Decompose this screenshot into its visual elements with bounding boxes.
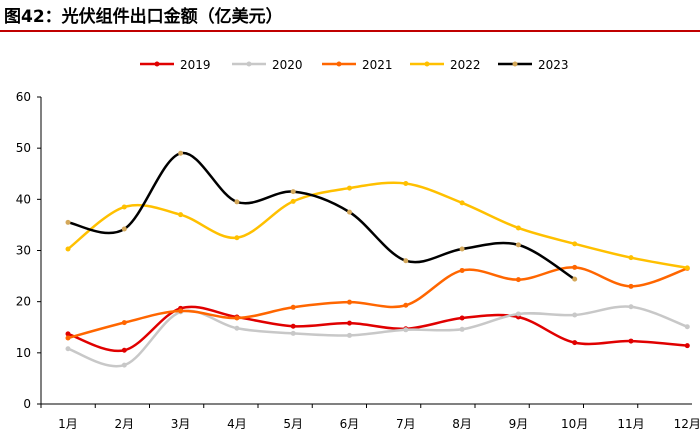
data-point-2022 [459, 200, 465, 206]
x-tick-label: 3月 [171, 417, 191, 431]
data-point-2020 [459, 326, 465, 332]
data-point-2020 [572, 312, 578, 318]
legend-label-2022: 2022 [450, 58, 481, 72]
data-point-2020 [121, 362, 127, 368]
data-point-2022 [684, 265, 690, 271]
data-point-2023 [515, 242, 521, 248]
x-tick-label: 1月 [58, 417, 78, 431]
data-point-2020 [515, 311, 521, 317]
data-point-2023 [347, 209, 352, 215]
legend-marker-2023 [512, 61, 518, 67]
data-point-2019 [121, 347, 127, 353]
data-point-2020 [290, 330, 296, 336]
y-tick-label: 0 [23, 397, 31, 411]
legend-marker-2019 [154, 61, 160, 67]
data-point-2023 [572, 276, 578, 282]
data-point-2022 [347, 185, 352, 191]
series-line-2020 [67, 305, 688, 368]
data-point-2021 [65, 335, 71, 341]
legend-marker-2021 [336, 61, 342, 67]
data-point-2019 [347, 320, 352, 326]
x-tick-label: 12月 [674, 417, 700, 431]
data-point-2020 [234, 325, 240, 331]
data-point-2022 [121, 204, 127, 210]
data-point-2022 [515, 225, 521, 231]
data-point-2023 [459, 246, 465, 252]
data-point-2023 [403, 258, 409, 264]
data-point-2021 [290, 304, 296, 310]
data-point-2019 [572, 340, 578, 346]
y-tick-label: 20 [16, 295, 31, 309]
data-point-2021 [572, 264, 578, 270]
y-tick-label: 50 [16, 141, 31, 155]
data-point-2022 [628, 255, 634, 261]
data-point-2020 [684, 324, 690, 330]
data-point-2023 [178, 150, 184, 156]
series-line-2022 [67, 181, 688, 270]
y-tick-label: 10 [16, 346, 31, 360]
x-tick-label: 7月 [396, 417, 416, 431]
x-tick-label: 11月 [617, 417, 644, 431]
data-point-2023 [290, 189, 296, 195]
x-tick-label: 4月 [227, 417, 247, 431]
data-point-2023 [65, 219, 71, 225]
data-point-2020 [628, 304, 634, 310]
data-point-2022 [178, 212, 184, 218]
legend-marker-2022 [424, 61, 430, 67]
y-tick-label: 40 [16, 192, 31, 206]
x-tick-label: 10月 [561, 417, 588, 431]
data-point-2021 [459, 267, 465, 273]
data-point-2022 [290, 198, 296, 204]
legend-label-2023: 2023 [538, 58, 569, 72]
data-point-2021 [347, 299, 352, 305]
data-point-2022 [403, 180, 409, 186]
data-point-2021 [515, 277, 521, 283]
data-point-2021 [121, 320, 127, 326]
data-point-2021 [628, 283, 634, 289]
data-point-2019 [65, 331, 71, 337]
data-point-2019 [628, 338, 634, 344]
data-point-2023 [234, 199, 240, 205]
data-point-2022 [234, 235, 240, 241]
y-tick-label: 60 [16, 90, 31, 104]
data-point-2022 [572, 241, 578, 247]
chart-title: 图42：光伏组件出口金额（亿美元） [4, 7, 283, 27]
x-tick-label: 9月 [509, 417, 529, 431]
x-tick-label: 2月 [114, 417, 134, 431]
legend-marker-2020 [246, 61, 252, 67]
data-point-2021 [403, 302, 409, 308]
x-tick-label: 5月 [283, 417, 303, 431]
x-tick-label: 6月 [340, 417, 360, 431]
legend-label-2021: 2021 [362, 58, 393, 72]
data-point-2019 [290, 323, 296, 329]
data-point-2019 [459, 315, 465, 321]
data-point-2020 [403, 327, 409, 333]
legend-label-2019: 2019 [180, 58, 211, 72]
title-divider [0, 30, 700, 32]
data-point-2019 [684, 343, 690, 349]
data-point-2020 [347, 332, 352, 338]
data-point-2022 [65, 246, 71, 252]
series-line-2021 [67, 266, 688, 340]
legend-label-2020: 2020 [272, 58, 303, 72]
data-point-2023 [121, 226, 127, 232]
x-tick-label: 8月 [452, 417, 472, 431]
series-line-2023 [67, 152, 576, 281]
y-tick-label: 30 [16, 244, 31, 258]
data-point-2021 [234, 315, 240, 321]
data-point-2021 [178, 308, 184, 314]
data-point-2020 [65, 346, 71, 352]
